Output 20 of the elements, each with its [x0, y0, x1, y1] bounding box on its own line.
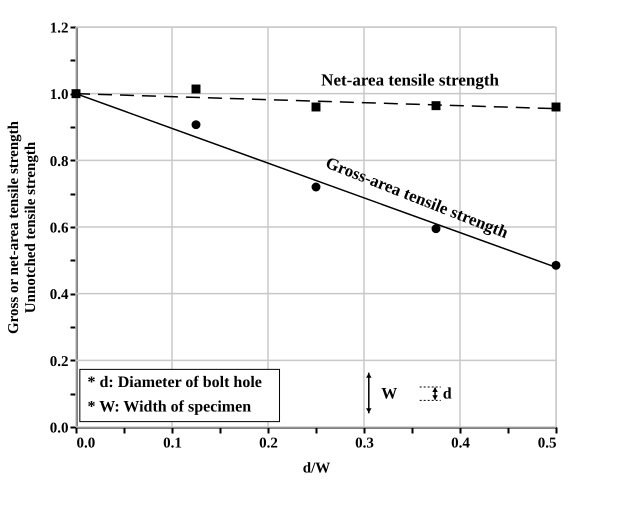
x-tick-label: 0.5 [538, 436, 556, 452]
annotation: * W: Width of specimen [88, 398, 252, 416]
x-tick-label: 0.1 [163, 436, 182, 452]
annotation: Net-area tensile strength [321, 70, 500, 90]
annotation: d [442, 386, 452, 403]
x-tick-label: 0.3 [355, 436, 374, 452]
y-tick-label: 0.8 [50, 154, 68, 170]
y-tick-label: 0.4 [50, 287, 69, 304]
y-tick-label: 0.6 [50, 220, 69, 236]
x-axis-title: d/W [302, 460, 330, 476]
y-tick-label: 0.2 [50, 354, 68, 370]
x-tick-label: 0.4 [451, 436, 470, 452]
annotation: W [381, 386, 398, 403]
x-tick-label: 0.0 [76, 436, 96, 452]
y-tick-label: 1.0 [50, 87, 68, 104]
annotation: * d: Diameter of bolt hole [88, 374, 262, 391]
y-tick-label: 0.0 [50, 420, 68, 436]
y-tick-label: 1.2 [50, 20, 68, 36]
y-axis-title: Gross or net-area tensile strength Unnotched tensile strength [6, 120, 39, 334]
x-tick-label: 0.2 [259, 436, 278, 452]
